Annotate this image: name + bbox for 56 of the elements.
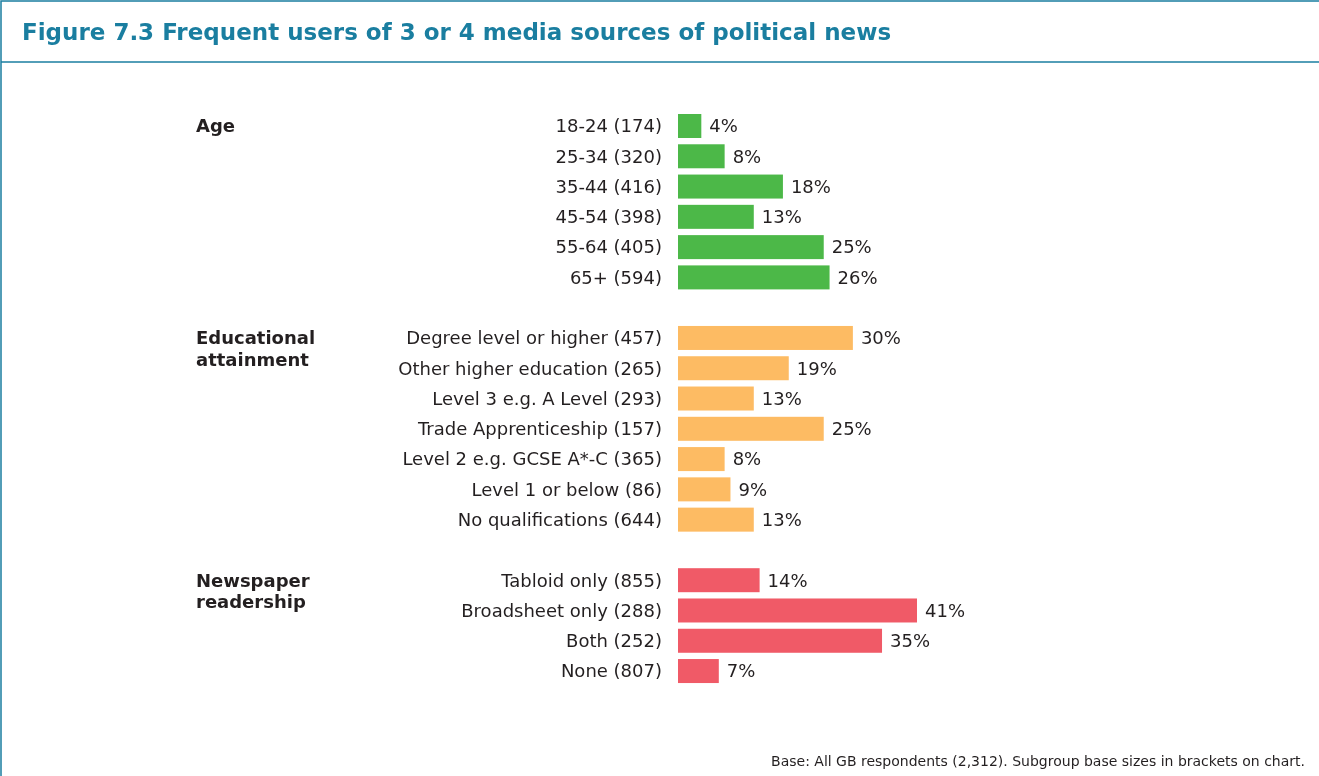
text: Figure 7.3 Frequent users of 3 or 4 media sources of political news <box>22 19 892 45</box>
y-tick-label: Level 2 e.g. GCSE A*-C (365) <box>402 448 662 470</box>
y-tick-label: Broadsheet only (288) <box>461 599 662 621</box>
y-tick-label: 45-54 (398) <box>555 206 662 228</box>
y-tick-label: Other higher education (265) <box>398 357 662 379</box>
bar <box>678 477 731 502</box>
bar <box>678 265 830 290</box>
text: Age <box>196 115 236 137</box>
data-label: 41% <box>925 599 966 621</box>
data-label: 19% <box>796 357 837 379</box>
bar <box>678 386 754 411</box>
y-tick-label: 35-44 (416) <box>555 175 662 197</box>
y-tick-label: 18-24 (174) <box>555 115 662 137</box>
data-label: 13% <box>761 387 802 409</box>
bar <box>678 114 702 138</box>
y-tick-label: 65+ (594) <box>569 266 662 288</box>
bar <box>678 204 754 229</box>
bar <box>678 598 917 623</box>
y-tick-label: 25-34 (320) <box>555 145 662 167</box>
y-tick-label: Trade Apprenticeship (157) <box>416 418 662 440</box>
text: Newspaper readership <box>196 569 310 613</box>
text: Educational attainment <box>196 327 316 370</box>
data-label: 4% <box>709 115 738 137</box>
bar <box>678 325 853 350</box>
data-label: 14% <box>767 569 808 591</box>
data-label: 30% <box>860 327 901 349</box>
bar <box>678 659 719 684</box>
bar <box>678 144 725 169</box>
y-tick-label: Degree level or higher (457) <box>406 327 662 349</box>
y-tick-label: Tabloid only (855) <box>500 569 662 591</box>
bar <box>678 416 824 441</box>
data-label: 13% <box>761 508 802 530</box>
data-label: 13% <box>761 206 802 228</box>
bar <box>678 174 783 199</box>
data-label: 35% <box>890 630 931 652</box>
bar <box>678 447 725 472</box>
data-label: 26% <box>837 266 878 288</box>
data-label: 8% <box>732 448 762 470</box>
bar <box>678 356 789 381</box>
y-tick-label: Level 1 or below (86) <box>471 478 662 500</box>
text: Base: All GB respondents (2,312). Subgroup base sizes in brackets on chart. <box>771 753 1305 769</box>
bar <box>678 507 754 532</box>
y-tick-label: 55-64 (405) <box>555 236 662 258</box>
data-label: 8% <box>732 145 762 167</box>
y-tick-label: Both (252) <box>566 630 662 652</box>
bar <box>678 568 760 593</box>
data-label: 9% <box>738 478 768 500</box>
data-label: 7% <box>726 660 756 682</box>
data-label: 25% <box>831 418 872 440</box>
data-label: 25% <box>831 236 872 258</box>
y-tick-label: No qualifications (644) <box>457 508 662 530</box>
y-tick-label: Level 3 e.g. A Level (293) <box>432 387 662 409</box>
data-label: 18% <box>790 175 831 197</box>
y-tick-label: None (807) <box>560 660 662 682</box>
bar <box>678 628 883 653</box>
bar <box>678 235 824 260</box>
